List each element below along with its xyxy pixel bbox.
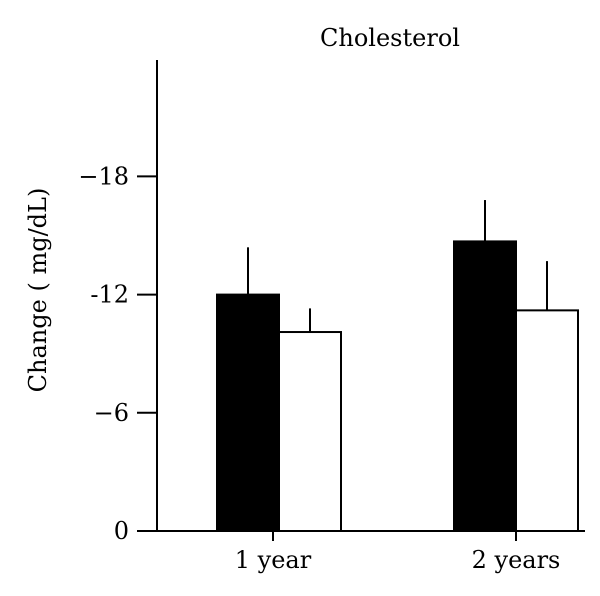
bar <box>278 331 342 532</box>
y-tick-label: −18 <box>78 162 129 190</box>
bar <box>515 309 579 532</box>
y-tick-label: −6 <box>94 399 129 427</box>
x-tick-label: 2 years <box>472 546 561 574</box>
bar <box>453 240 517 532</box>
bar <box>216 293 280 532</box>
y-tick-label: 0 <box>114 517 129 545</box>
chart-title: Cholesterol <box>320 24 460 52</box>
y-axis-label: Change ( mg/dL) <box>24 188 52 393</box>
x-tick-label: 1 year <box>235 546 312 574</box>
y-tick-label: -12 <box>90 281 129 309</box>
